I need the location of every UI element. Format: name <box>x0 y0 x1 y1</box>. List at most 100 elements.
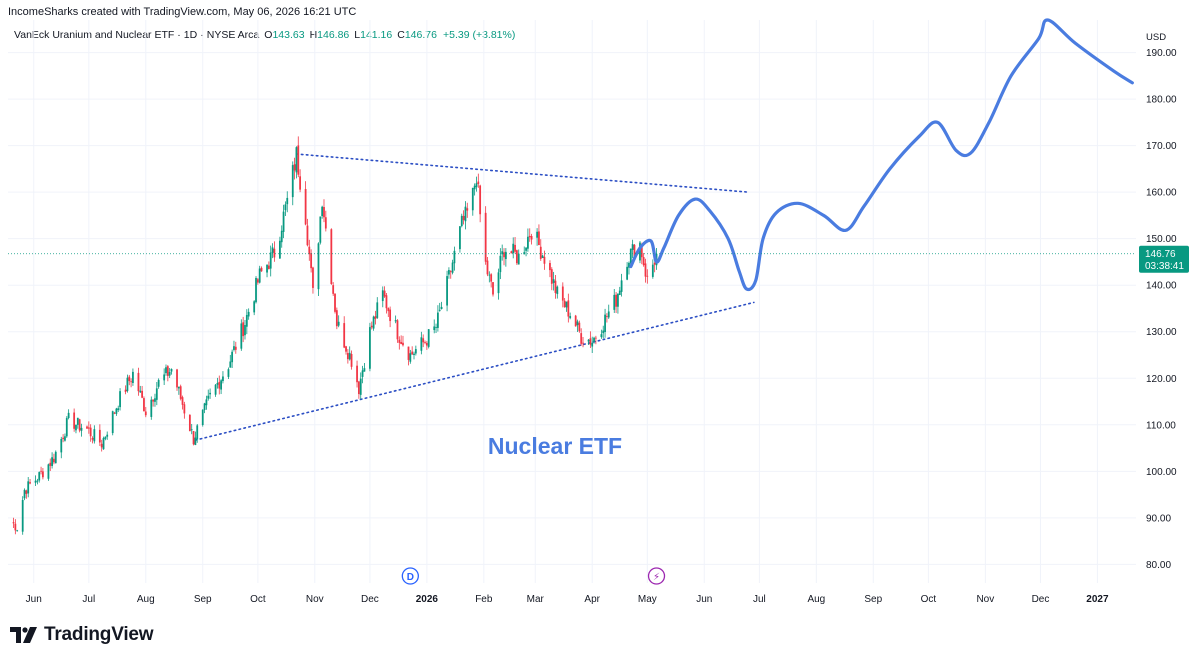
candle-body <box>376 302 379 318</box>
candle-body <box>613 294 616 310</box>
candle-body <box>115 408 118 414</box>
candle-body <box>350 354 353 367</box>
candle-body <box>563 300 566 308</box>
candle-body <box>192 431 195 445</box>
candle-body <box>150 399 153 417</box>
candle-body <box>587 339 590 342</box>
close-value: 146.76 <box>404 29 437 41</box>
legend-separator: · <box>200 29 204 41</box>
price-axis: 80.00 90.00 100.00 110.00 120.00 130.00 140.00… <box>1146 48 1177 571</box>
candle-body <box>385 295 388 309</box>
candle-body <box>543 256 546 264</box>
candle-body <box>523 252 526 255</box>
candle-body <box>512 243 515 254</box>
candle-body <box>464 206 467 222</box>
candle-body <box>394 320 397 322</box>
x-tick-label: Aug <box>807 594 825 605</box>
projection-series <box>629 18 1134 292</box>
candle-body <box>278 240 281 259</box>
x-tick-label: Feb <box>475 594 493 605</box>
candle-body <box>492 282 494 295</box>
candle-body <box>54 451 57 464</box>
candle-body <box>137 372 140 392</box>
brand-name: TradingView <box>44 624 154 645</box>
candle-body <box>594 337 597 339</box>
candle-body <box>23 489 26 499</box>
candle-body <box>271 247 274 253</box>
candle-body <box>576 321 579 326</box>
candle-body <box>205 399 208 406</box>
candle-body <box>181 397 184 405</box>
candle-body <box>602 330 605 334</box>
candle-body <box>330 229 333 284</box>
candle-body <box>266 264 268 273</box>
candle-body <box>291 165 294 198</box>
candle-body <box>253 301 256 313</box>
candle-body <box>651 264 654 277</box>
projection-line <box>629 18 1134 292</box>
low-value: 141.16 <box>360 29 393 41</box>
candle-body <box>387 308 390 312</box>
candle-body <box>503 252 505 258</box>
candle-body <box>589 338 592 345</box>
exchange-label: NYSE Arca <box>206 29 260 41</box>
x-tick-label: May <box>638 594 657 605</box>
candle-body <box>267 265 270 269</box>
candle-body <box>40 470 42 472</box>
x-tick-label: Dec <box>361 594 379 605</box>
candle-body <box>618 290 621 296</box>
candle-body <box>321 206 324 217</box>
candle-body <box>530 235 533 240</box>
candle-body <box>124 389 127 392</box>
interval-label[interactable]: 1D <box>183 29 198 41</box>
candle-body <box>233 346 235 350</box>
candle-body <box>42 471 44 478</box>
candle-body <box>631 244 634 250</box>
candle-body <box>642 257 645 266</box>
chart-annotation: Nuclear ETF <box>488 433 622 459</box>
candle-body <box>51 457 53 466</box>
y-tick-label: 120.00 <box>1146 374 1177 385</box>
candle-body <box>104 436 107 439</box>
candle-body <box>36 480 39 482</box>
candle-body <box>541 255 544 258</box>
candle-body <box>357 381 360 395</box>
candle-body <box>53 458 55 463</box>
candle-body <box>370 325 373 328</box>
tradingview-logo[interactable]: TradingView <box>10 624 154 646</box>
candle-body <box>396 320 399 340</box>
x-tick-label: Oct <box>250 594 266 605</box>
candle-body <box>348 352 351 360</box>
candle-body <box>64 436 66 441</box>
candle-body <box>157 379 160 387</box>
candle-body <box>448 270 450 275</box>
symbol-name[interactable]: VanEck Uranium and Nuclear ETF <box>14 29 175 41</box>
candle-body <box>273 248 276 258</box>
candle-body <box>256 279 259 283</box>
candle-body <box>284 204 287 211</box>
candle-body <box>639 242 641 261</box>
x-tick-label: 2026 <box>416 594 439 605</box>
candle-body <box>646 275 649 277</box>
candle-body <box>269 252 272 269</box>
candle-body <box>166 366 169 376</box>
candle-body <box>402 342 404 346</box>
candle-body <box>550 269 553 284</box>
candle-body <box>177 386 180 389</box>
candle-body <box>565 301 568 308</box>
candle-body <box>413 353 415 355</box>
candle-body <box>438 309 441 311</box>
candle-body <box>87 427 90 429</box>
candle-body <box>170 369 173 372</box>
candle-body <box>515 250 518 264</box>
candle-body <box>501 251 504 255</box>
candle-body <box>60 438 63 453</box>
candle-body <box>407 346 410 360</box>
candle-body <box>561 286 564 301</box>
candle-body <box>207 395 210 399</box>
y-tick-label: 180.00 <box>1146 95 1177 106</box>
candle-body <box>381 290 384 302</box>
candle-body <box>607 311 610 318</box>
